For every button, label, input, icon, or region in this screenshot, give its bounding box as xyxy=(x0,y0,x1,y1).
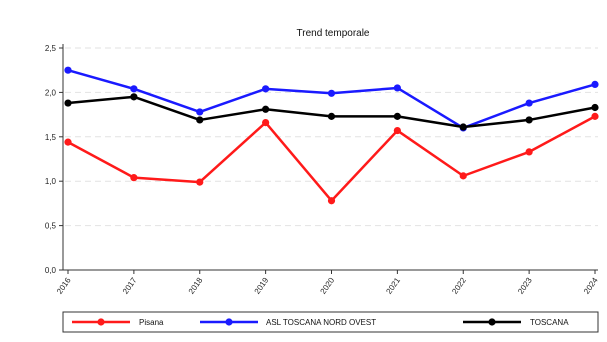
data-point xyxy=(130,174,138,182)
data-point xyxy=(591,112,599,120)
data-point xyxy=(525,148,533,156)
legend-label: Pisana xyxy=(139,318,164,327)
data-point xyxy=(525,99,533,107)
x-tick-label: 2017 xyxy=(121,276,139,296)
data-point xyxy=(591,103,599,112)
data-point xyxy=(327,112,336,120)
data-point xyxy=(262,85,270,93)
x-tick-label: 2022 xyxy=(450,276,468,296)
data-point xyxy=(327,197,336,205)
data-point xyxy=(393,126,401,135)
data-point xyxy=(591,80,599,89)
legend-label: ASL TOSCANA NORD OVEST xyxy=(266,318,376,327)
y-tick-label: 2,5 xyxy=(45,44,57,53)
legend-marker xyxy=(97,318,105,326)
data-point xyxy=(196,178,204,186)
data-point xyxy=(393,112,401,120)
y-tick-label: 0,0 xyxy=(45,266,57,275)
data-point xyxy=(525,116,533,124)
data-point xyxy=(262,118,270,127)
chart-title: Trend temporale xyxy=(297,28,370,39)
y-tick-label: 1,5 xyxy=(45,133,57,142)
x-tick-label: 2023 xyxy=(516,276,534,296)
y-tick-label: 0,5 xyxy=(45,222,57,231)
data-point xyxy=(196,108,204,116)
data-point xyxy=(64,66,72,74)
data-point xyxy=(130,93,138,101)
x-tick-label: 2024 xyxy=(582,276,600,296)
data-point xyxy=(130,85,138,93)
legend-marker xyxy=(488,318,496,326)
legend-box xyxy=(62,311,599,333)
series-line xyxy=(67,115,596,202)
legend-marker xyxy=(225,318,233,326)
y-tick-label: 2,0 xyxy=(45,88,57,97)
x-tick-label: 2021 xyxy=(384,276,402,296)
data-point xyxy=(459,172,467,180)
data-point xyxy=(64,99,72,107)
x-tick-label: 2016 xyxy=(55,276,73,296)
legend: Pisana ASL TOSCANA NORD OVEST TOSCANA xyxy=(62,311,599,333)
series-line xyxy=(67,95,596,129)
series-lines xyxy=(64,66,599,205)
data-point xyxy=(327,89,336,97)
data-point xyxy=(262,105,270,113)
data-point xyxy=(196,116,204,124)
grid-lines xyxy=(65,47,598,271)
data-point xyxy=(393,84,401,92)
y-tick-label: 1,0 xyxy=(45,177,57,186)
x-tick-label: 2018 xyxy=(187,276,205,296)
axes: 0,0 0,5 1,0 1,5 2,0 2,5 2016 2017 2018 2019 2020 20… xyxy=(45,44,600,296)
x-tick-label: 2020 xyxy=(319,276,337,296)
data-point xyxy=(64,138,72,146)
data-point xyxy=(459,123,467,131)
legend-label: TOSCANA xyxy=(530,318,569,327)
x-tick-label: 2019 xyxy=(253,276,271,296)
